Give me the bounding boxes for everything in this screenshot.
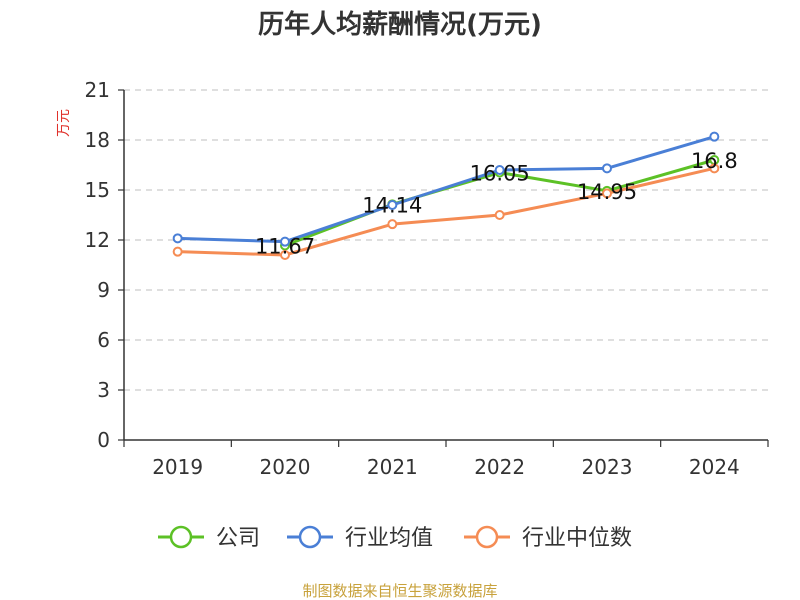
legend-marker <box>298 525 322 549</box>
legend-marker <box>169 525 193 549</box>
x-tick-label: 2024 <box>689 455 740 479</box>
x-tick-label: 2019 <box>152 455 203 479</box>
legend-label[interactable]: 行业均值 <box>345 526 433 551</box>
y-tick-label: 9 <box>97 278 110 302</box>
y-tick-label: 21 <box>85 78 110 102</box>
grid-lines <box>124 89 768 391</box>
source-note: 制图数据来自恒生聚源数据库 <box>302 582 497 600</box>
data-point <box>387 219 398 230</box>
legend[interactable]: 公司 行业均值 行业中位数 <box>158 525 632 551</box>
axes: 0 3 6 9 12 15 18 21 2019 2020 2021 2022 2023 2024 <box>85 78 769 479</box>
legend-marker <box>475 525 499 549</box>
y-tick-label: 12 <box>85 228 110 252</box>
data-point <box>602 188 612 199</box>
legend-label[interactable]: 公司 <box>216 526 260 551</box>
legend-label[interactable]: 行业中位数 <box>522 526 632 551</box>
data-label: 16.8 <box>691 149 738 173</box>
x-tick-label: 2023 <box>582 455 633 479</box>
data-label: 11.67 <box>255 235 315 259</box>
y-tick-label: 15 <box>85 178 110 202</box>
data-point <box>494 165 505 175</box>
data-point <box>709 163 720 174</box>
data-point <box>387 200 398 210</box>
data-labels: 11.67 14.14 16.05 14.95 16.8 <box>255 149 738 259</box>
y-tick-label: 18 <box>85 128 110 152</box>
data-label: 14.14 <box>362 193 422 217</box>
data-point <box>280 250 290 260</box>
data-point <box>280 236 290 247</box>
data-point <box>709 131 720 142</box>
data-point <box>494 210 505 220</box>
x-tick-label: 2020 <box>260 455 311 479</box>
y-axis-label: 万元 <box>56 109 72 137</box>
series-line <box>177 166 715 257</box>
series-layer <box>172 131 720 260</box>
data-label: 14.95 <box>577 180 637 204</box>
data-point <box>172 233 183 244</box>
x-tick-label: 2021 <box>367 455 418 479</box>
chart-title: 历年人均薪酬情况(万元) <box>258 9 542 40</box>
data-point <box>172 246 183 257</box>
series-line <box>177 135 715 244</box>
y-tick-label: 3 <box>97 378 110 402</box>
data-point <box>602 163 612 174</box>
y-tick-label: 0 <box>97 428 110 452</box>
y-tick-label: 6 <box>97 328 110 352</box>
x-tick-label: 2022 <box>474 455 525 479</box>
data-label: 16.05 <box>470 162 530 186</box>
